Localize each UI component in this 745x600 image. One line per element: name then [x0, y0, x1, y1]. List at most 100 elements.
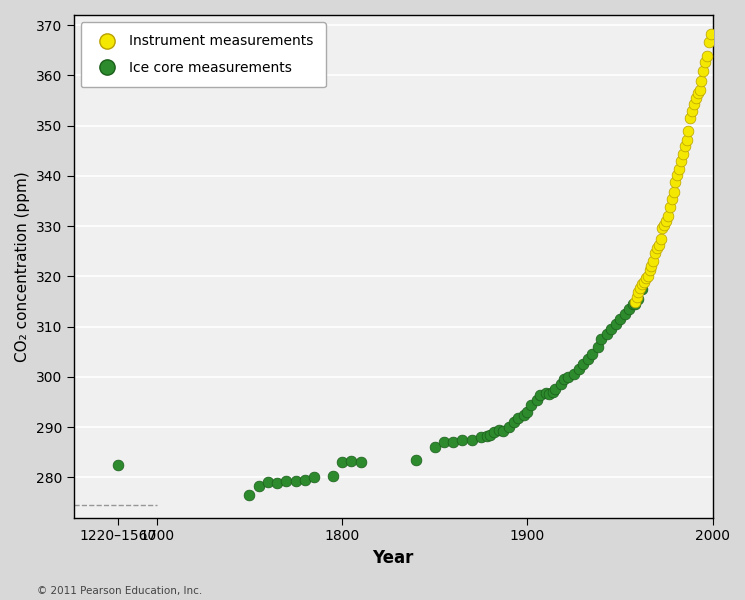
- Point: [601, 329, 613, 339]
- Text: © 2011 Pearson Education, Inc.: © 2011 Pearson Education, Inc.: [37, 586, 203, 596]
- Point: [592, 342, 603, 352]
- Point: [522, 407, 533, 417]
- Point: [649, 248, 661, 258]
- Point: [610, 319, 622, 329]
- Point: [457, 435, 469, 445]
- Point: [629, 297, 641, 307]
- Point: [641, 272, 653, 281]
- Point: [651, 243, 663, 253]
- Point: [428, 442, 440, 452]
- Point: [694, 86, 706, 95]
- Point: [280, 476, 292, 486]
- Point: [660, 216, 672, 226]
- Point: [671, 170, 683, 180]
- Point: [466, 435, 478, 445]
- Point: [346, 456, 358, 466]
- Point: [623, 304, 635, 314]
- Point: [577, 359, 589, 369]
- Point: [540, 388, 552, 398]
- Point: [664, 202, 676, 212]
- Point: [508, 418, 520, 427]
- Point: [290, 476, 302, 486]
- Point: [327, 471, 339, 481]
- Point: [481, 431, 492, 441]
- Point: [659, 220, 670, 230]
- Point: [682, 127, 694, 136]
- Point: [568, 370, 580, 379]
- Point: [685, 113, 697, 123]
- X-axis label: Year: Year: [372, 549, 413, 567]
- Point: [488, 427, 500, 437]
- Point: [554, 380, 566, 389]
- Point: [253, 481, 264, 491]
- Point: [605, 325, 617, 334]
- Point: [681, 135, 693, 145]
- Point: [636, 280, 648, 289]
- Point: [410, 455, 422, 464]
- Point: [497, 427, 509, 436]
- Point: [438, 437, 450, 447]
- Point: [705, 29, 717, 38]
- Point: [690, 93, 702, 103]
- Point: [644, 265, 656, 275]
- Point: [512, 413, 524, 423]
- Point: [530, 395, 542, 404]
- Point: [299, 475, 311, 485]
- Point: [627, 299, 638, 309]
- Point: [675, 156, 687, 166]
- Point: [549, 385, 561, 394]
- Point: [640, 274, 652, 283]
- Point: [677, 149, 689, 158]
- Point: [558, 374, 570, 384]
- Point: [447, 437, 459, 447]
- Point: [493, 425, 505, 434]
- Point: [633, 287, 644, 297]
- Point: [112, 460, 124, 470]
- Point: [475, 433, 487, 442]
- Point: [583, 355, 595, 364]
- Point: [647, 256, 659, 266]
- Point: [308, 473, 320, 482]
- Point: [620, 309, 632, 319]
- Point: [525, 400, 537, 409]
- Point: [629, 299, 641, 309]
- Point: [630, 292, 642, 302]
- Point: [595, 334, 607, 344]
- Point: [703, 37, 714, 47]
- Point: [586, 349, 598, 359]
- Point: [668, 187, 679, 197]
- Point: [573, 365, 585, 374]
- Point: [656, 223, 668, 232]
- Point: [662, 211, 674, 221]
- Point: [701, 52, 713, 61]
- Point: [562, 372, 574, 382]
- Point: [653, 241, 665, 250]
- Point: [638, 277, 650, 287]
- Point: [336, 458, 348, 467]
- Y-axis label: CO₂ concentration (ppm): CO₂ concentration (ppm): [15, 171, 30, 362]
- Legend: Instrument measurements, Ice core measurements: Instrument measurements, Ice core measur…: [80, 22, 326, 88]
- Point: [691, 89, 703, 98]
- Point: [697, 66, 709, 76]
- Point: [645, 261, 657, 271]
- Point: [666, 194, 678, 204]
- Point: [673, 164, 685, 174]
- Point: [355, 458, 367, 467]
- Point: [503, 422, 515, 432]
- Point: [688, 100, 700, 109]
- Point: [544, 389, 556, 399]
- Point: [699, 58, 711, 67]
- Point: [633, 294, 644, 304]
- Point: [548, 387, 559, 397]
- Point: [534, 391, 546, 400]
- Point: [634, 284, 646, 293]
- Point: [695, 76, 707, 86]
- Point: [271, 479, 283, 488]
- Point: [686, 106, 698, 115]
- Point: [655, 234, 667, 244]
- Point: [244, 490, 256, 500]
- Point: [614, 314, 626, 324]
- Point: [679, 142, 691, 151]
- Point: [518, 410, 530, 419]
- Point: [670, 178, 682, 187]
